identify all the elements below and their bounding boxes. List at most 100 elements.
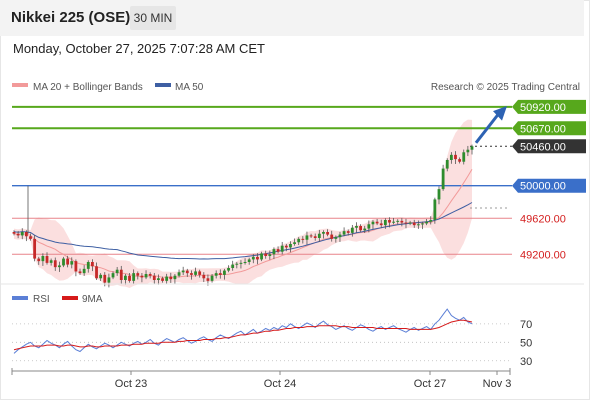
level-tag-50670.00: [512, 121, 586, 136]
candle-body: [383, 220, 387, 226]
candle-body: [12, 232, 16, 234]
rsi-tick-label: 50: [520, 337, 532, 349]
ma50-legend-label: MA 50: [175, 82, 204, 93]
candle-body: [388, 220, 391, 223]
candle-body: [429, 220, 433, 222]
candle-body: [128, 275, 131, 281]
candle-body: [462, 152, 466, 162]
rsi-tick-label: 30: [520, 356, 532, 368]
candle-body: [251, 256, 255, 260]
candle-body: [144, 274, 148, 278]
x-tick-label: Oct 24: [264, 378, 296, 390]
candle-body: [293, 242, 296, 244]
candle-body: [177, 272, 181, 276]
candle-body: [20, 232, 24, 236]
candle-body: [227, 268, 230, 271]
candle-body: [235, 263, 239, 265]
candle-body: [289, 244, 292, 248]
candle-body: [326, 232, 329, 235]
rsi-ma-legend-swatch: [62, 296, 78, 300]
candle-body: [346, 231, 350, 233]
candle-body: [305, 235, 309, 240]
candle-body: [107, 277, 111, 283]
candle-body: [379, 223, 383, 226]
candle-body: [57, 265, 61, 268]
candle-body: [231, 264, 235, 268]
level-tag-text-50920.00: 50920.00: [520, 102, 566, 114]
candle-body: [119, 269, 123, 280]
source-credit: Research © 2025 Trading Central: [431, 82, 580, 93]
candle-body: [317, 233, 321, 238]
candle-body: [309, 235, 313, 237]
candle-body: [62, 258, 65, 266]
candle-body: [392, 221, 396, 223]
x-tick-label: Oct 23: [115, 378, 147, 390]
candle-body: [124, 275, 127, 280]
candle-body: [449, 154, 453, 160]
ma50-legend-swatch: [155, 83, 171, 87]
rsi-panel: 70 50 30: [12, 308, 532, 368]
candle-body: [181, 270, 185, 273]
level-tag-50920.00: [512, 99, 586, 114]
candle-body: [272, 249, 276, 255]
candle-body: [268, 254, 272, 256]
candle-body: [165, 276, 169, 281]
candle-body: [132, 273, 136, 281]
candle-body: [45, 256, 49, 263]
candle-body: [301, 238, 305, 240]
candle-body: [33, 238, 37, 259]
candle-body: [396, 220, 400, 222]
candle-body: [198, 271, 202, 275]
candle-body: [284, 245, 288, 248]
rsi-legend-label: RSI: [33, 294, 50, 305]
forecast-arrow-shaft: [474, 111, 502, 144]
candle-body: [322, 232, 325, 234]
candle-body: [194, 271, 197, 275]
candle-body: [454, 154, 457, 160]
candle-body: [338, 234, 342, 238]
candle-body: [441, 168, 445, 190]
candle-body: [375, 221, 379, 224]
candle-body: [404, 222, 408, 224]
candle-body: [433, 199, 437, 220]
level-tag-text-50000.00: 50000.00: [520, 181, 566, 193]
instrument-title: Nikkei 225 (OSE): [11, 9, 131, 26]
candle-body: [256, 256, 259, 260]
candle-body: [412, 222, 416, 226]
candle-body: [437, 189, 441, 200]
timeframe-button[interactable]: 30 MIN: [130, 6, 176, 30]
candle-body: [78, 271, 82, 274]
rsi-tick-label: 70: [520, 319, 532, 331]
candle-body: [111, 273, 115, 278]
candle-body: [66, 258, 70, 265]
forecast-arrow-head: [493, 106, 507, 121]
level-tag-text-49620.00: 49620.00: [520, 213, 566, 225]
ma20-legend-swatch: [12, 83, 28, 87]
candle-body: [445, 160, 449, 169]
level-tag-text-50460.00: 50460.00: [520, 141, 566, 153]
candle-body: [363, 228, 367, 231]
candle-body: [103, 274, 107, 283]
candle-body: [214, 273, 218, 276]
candle-body: [152, 275, 156, 280]
candle-body: [276, 249, 280, 252]
candle-body: [169, 276, 173, 280]
candle-body: [140, 275, 144, 278]
candle-body: [367, 224, 371, 229]
candle-body: [260, 253, 263, 260]
report-datetime: Monday, October 27, 2025 7:07:28 AM CET: [13, 41, 265, 56]
candle-body: [297, 238, 301, 243]
x-tick-label: Nov 3: [483, 378, 512, 390]
candle-body: [99, 274, 103, 279]
candle-body: [342, 231, 346, 235]
ma20-legend-label: MA 20 + Bollinger Bands: [33, 82, 143, 93]
candle-body: [29, 236, 32, 239]
chart-header: Nikkei 225 (OSE) 30 MIN: [0, 0, 584, 36]
candle-body: [115, 269, 119, 274]
level-tag-text-49200.00: 49200.00: [520, 249, 566, 261]
candle-body: [202, 274, 206, 279]
candle-body: [421, 223, 424, 225]
candle-body: [70, 261, 74, 265]
candle-body: [90, 262, 94, 267]
candle-body: [16, 233, 20, 236]
